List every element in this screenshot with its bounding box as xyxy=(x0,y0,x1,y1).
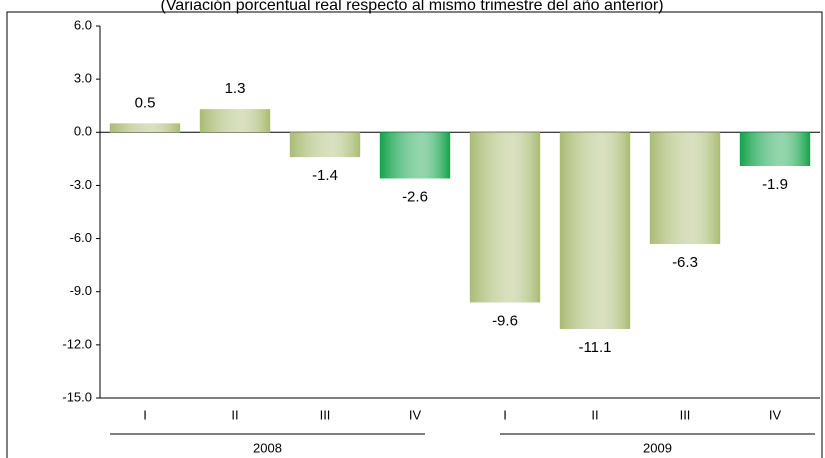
x-tick-label: II xyxy=(231,407,238,422)
y-tick-label: -6.0 xyxy=(70,230,92,245)
bar-shine xyxy=(109,123,181,133)
chart-frame xyxy=(6,11,823,458)
bar-shine xyxy=(739,132,811,166)
bar-shine xyxy=(559,132,631,329)
x-tick-label: I xyxy=(503,407,507,422)
bar-shine xyxy=(469,132,541,303)
x-tick-label: IV xyxy=(409,407,422,422)
bar-shine xyxy=(199,109,271,133)
group-label: 2008 xyxy=(253,440,282,455)
value-label: 0.5 xyxy=(135,94,156,111)
y-tick-label: -12.0 xyxy=(62,336,92,351)
value-label: -1.4 xyxy=(312,167,338,184)
value-label: 1.3 xyxy=(225,80,246,97)
group-label: 2009 xyxy=(643,440,672,455)
bar-shine xyxy=(379,132,451,179)
y-tick-label: 6.0 xyxy=(74,17,92,32)
value-label: -6.3 xyxy=(672,254,698,271)
x-tick-label: IV xyxy=(769,407,782,422)
x-tick-label: III xyxy=(680,407,691,422)
x-tick-label: II xyxy=(591,407,598,422)
y-tick-label: -9.0 xyxy=(70,283,92,298)
value-label: -1.9 xyxy=(762,176,788,193)
value-label: -2.6 xyxy=(402,188,428,205)
bar-shine xyxy=(649,132,721,244)
y-tick-label: 0.0 xyxy=(74,124,92,139)
chart-subtitle: (Variación porcentual real respecto al m… xyxy=(160,0,663,14)
y-tick-label: 3.0 xyxy=(74,71,92,86)
y-tick-label: -3.0 xyxy=(70,177,92,192)
value-label: -11.1 xyxy=(578,339,611,356)
x-tick-label: III xyxy=(320,407,331,422)
y-tick-label: -15.0 xyxy=(62,389,92,404)
value-label: -9.6 xyxy=(492,312,518,329)
x-tick-label: I xyxy=(143,407,147,422)
bar-shine xyxy=(289,132,361,158)
